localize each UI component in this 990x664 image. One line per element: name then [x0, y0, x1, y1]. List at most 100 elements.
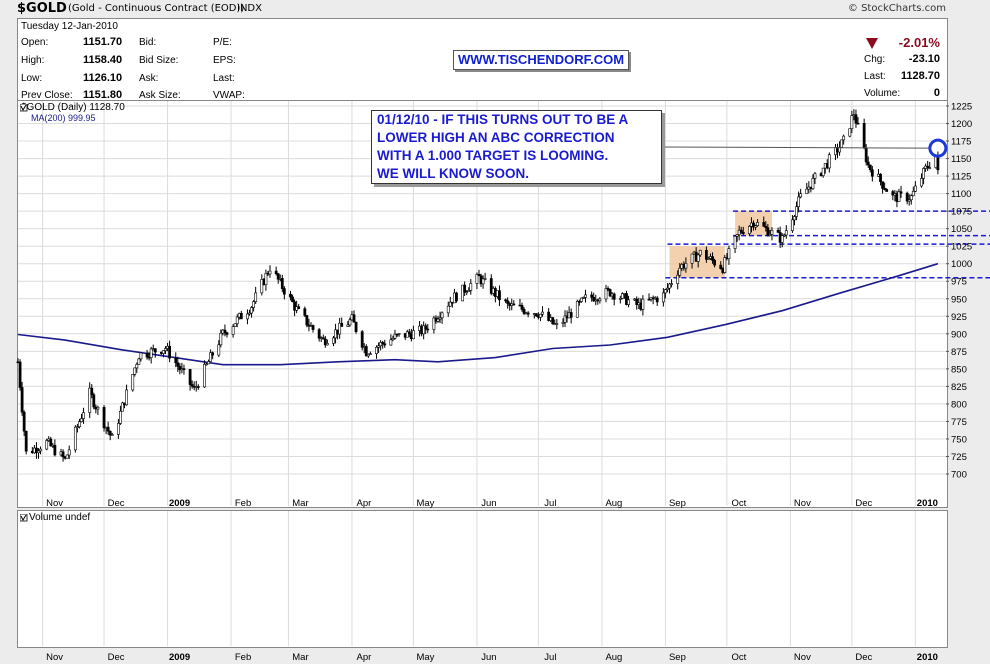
- price-bar-body: [883, 188, 887, 190]
- volume-x-tick-label: Oct: [731, 652, 746, 663]
- price-bar-body: [866, 161, 870, 166]
- index-tag: INDX: [237, 3, 262, 14]
- price-bar-body: [276, 273, 280, 280]
- price-bar-body: [766, 227, 770, 237]
- price-bar-body: [512, 303, 516, 306]
- volume-label: Volume:: [864, 88, 901, 99]
- y-tick-label: 1200: [951, 119, 972, 130]
- price-bar-body: [907, 199, 911, 202]
- x-tick-label: Jun: [481, 498, 496, 509]
- price-bar-body: [498, 290, 501, 301]
- price-bar-body: [338, 322, 342, 335]
- annotation-line-1: 01/12/10 - IF THIS TURNS OUT TO BE A: [377, 112, 629, 127]
- pe-label: P/E:: [213, 37, 232, 48]
- price-bar-body: [504, 299, 508, 302]
- price-bar-body: [260, 279, 264, 294]
- price-bar-body: [223, 329, 227, 334]
- price-bar-body: [520, 305, 524, 310]
- price-bar-body: [49, 438, 53, 447]
- price-bar-body: [913, 185, 917, 192]
- x-tick-label: Oct: [731, 498, 746, 509]
- price-bar-body: [438, 317, 442, 320]
- price-bar-body: [770, 229, 774, 235]
- price-bar-body: [164, 348, 167, 351]
- price-bar-body: [711, 256, 714, 261]
- price-bar-body: [795, 206, 798, 217]
- y-tick-label: 1075: [951, 207, 972, 218]
- price-bar-body: [635, 298, 639, 305]
- x-tick-label: Sep: [669, 498, 686, 509]
- price-bar-body: [168, 345, 172, 359]
- price-bar-body: [864, 147, 868, 163]
- volume-toggle-icon[interactable]: [20, 514, 28, 522]
- price-bar-body: [467, 290, 471, 293]
- site-badge[interactable]: WWW.TISCHENDORF.COM: [453, 50, 630, 70]
- price-bar-body: [655, 297, 659, 303]
- price-bar-body: [188, 369, 192, 385]
- price-bar-body: [116, 423, 120, 435]
- price-bar-body: [248, 312, 251, 315]
- volume-x-tick-label: Aug: [605, 652, 622, 663]
- price-bar-body: [756, 222, 760, 227]
- last-label-left: Last:: [213, 73, 235, 84]
- volume-x-tick-label: Apr: [357, 652, 372, 663]
- price-bar-body: [739, 229, 743, 233]
- vwap-label: VWAP:: [213, 90, 245, 101]
- price-bar-body: [88, 387, 92, 413]
- level-lines: [665, 210, 990, 279]
- price-bar-body: [799, 193, 803, 198]
- price-bar-body: [909, 195, 913, 201]
- price-bar-body: [752, 222, 755, 228]
- price-bar-body: [684, 263, 688, 269]
- price-bar-body: [696, 254, 700, 262]
- price-bar-body: [145, 352, 149, 358]
- price-bar-body: [446, 305, 450, 314]
- price-bar-body: [768, 234, 772, 237]
- price-bar-body: [455, 292, 458, 302]
- price-bar-body: [53, 444, 57, 456]
- price-bar-body: [741, 232, 745, 234]
- price-bar-body: [723, 257, 727, 273]
- prev-close-value: 1151.80: [83, 89, 123, 101]
- price-bar-body: [407, 331, 411, 335]
- volume-x-tick-label: Sep: [669, 652, 686, 663]
- price-bar-body: [526, 312, 530, 315]
- price-bar-body: [108, 430, 112, 436]
- price-bar-body: [360, 331, 364, 348]
- price-bar-body: [440, 312, 444, 319]
- price-bar-body: [291, 296, 294, 303]
- chart-toggle-icon[interactable]: [20, 104, 28, 112]
- price-bar-body: [618, 298, 622, 300]
- price-bar-body: [483, 278, 487, 280]
- high-label: High:: [21, 55, 45, 66]
- price-bar-body: [881, 181, 884, 189]
- price-bar-body: [176, 362, 180, 367]
- price-bar-body: [664, 289, 667, 294]
- price-bar-body: [797, 196, 800, 208]
- price-bar-body: [139, 352, 143, 360]
- price-bar-body: [174, 357, 178, 364]
- price-bar-body: [67, 449, 71, 456]
- price-bar-body: [412, 330, 415, 340]
- price-bar-body: [102, 406, 106, 429]
- price-bar-body: [928, 167, 932, 169]
- price-bar-body: [311, 325, 315, 330]
- price-bar-body: [352, 314, 356, 323]
- price-bar-body: [584, 294, 587, 298]
- price-bar-body: [297, 306, 301, 309]
- price-bar-body: [436, 318, 440, 322]
- price-bar-body: [848, 128, 852, 137]
- price-bar-body: [268, 270, 272, 275]
- y-tick-label: 1000: [951, 259, 972, 270]
- price-bar-body: [73, 426, 77, 451]
- chg-label: Chg:: [864, 54, 886, 65]
- price-bar-body: [735, 234, 739, 237]
- price-bar-body: [348, 319, 352, 326]
- price-bar-body: [235, 316, 239, 324]
- price-bar-body: [575, 301, 579, 318]
- price-bar-body: [522, 309, 526, 314]
- price-bar-body: [762, 222, 766, 227]
- price-bar-body: [76, 426, 79, 429]
- price-bar-body: [727, 248, 731, 260]
